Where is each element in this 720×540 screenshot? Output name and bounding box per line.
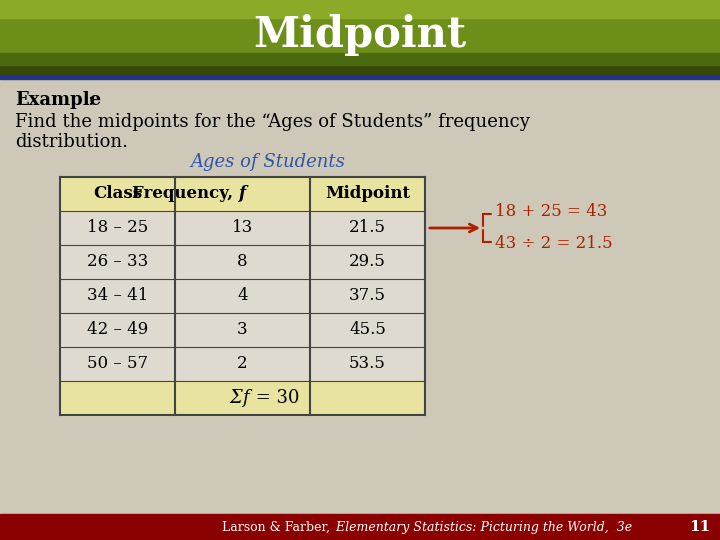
Text: distribution.: distribution. [15, 133, 128, 151]
Text: 11: 11 [689, 520, 711, 534]
Text: 29.5: 29.5 [349, 253, 386, 271]
Text: 3: 3 [237, 321, 248, 339]
Text: Class: Class [93, 186, 142, 202]
Bar [0, 0, 720, 18]
Text: Midpoint: Midpoint [253, 14, 467, 56]
Bar [0, 79, 720, 515]
Text: :: : [87, 91, 93, 109]
Text: Elementary Statistics: Picturing the World,  3e: Elementary Statistics: Picturing the Wor… [332, 521, 632, 534]
Text: 13: 13 [232, 219, 253, 237]
Text: = 30: = 30 [250, 389, 299, 407]
Bar [0, 53, 720, 65]
Text: 34 – 41: 34 – 41 [87, 287, 148, 305]
Bar [0, 514, 720, 540]
Text: Σ: Σ [230, 389, 243, 407]
Text: 43 ÷ 2 = 21.5: 43 ÷ 2 = 21.5 [495, 235, 613, 253]
Text: 45.5: 45.5 [349, 321, 386, 339]
Text: 37.5: 37.5 [349, 287, 386, 305]
Text: Ages of Students: Ages of Students [191, 153, 346, 171]
Text: 26 – 33: 26 – 33 [87, 253, 148, 271]
Bar [0, 65, 720, 75]
Text: 4: 4 [237, 287, 248, 305]
Text: f: f [243, 389, 249, 407]
Text: Midpoint: Midpoint [325, 186, 410, 202]
Text: 8: 8 [237, 253, 248, 271]
Text: 42 – 49: 42 – 49 [87, 321, 148, 339]
Bar [0, 75, 720, 79]
Text: 53.5: 53.5 [349, 355, 386, 373]
Bar [60, 381, 425, 415]
Text: 21.5: 21.5 [349, 219, 386, 237]
Bar [60, 177, 425, 415]
Text: Example: Example [15, 91, 101, 109]
Bar [60, 177, 425, 211]
Text: 2: 2 [237, 355, 248, 373]
Text: 18 – 25: 18 – 25 [87, 219, 148, 237]
Text: 50 – 57: 50 – 57 [87, 355, 148, 373]
Text: 18 + 25 = 43: 18 + 25 = 43 [495, 204, 608, 220]
Bar [0, 0, 720, 75]
Text: f: f [238, 186, 246, 202]
Text: Frequency,: Frequency, [132, 186, 238, 202]
Text: Larson & Farber,: Larson & Farber, [222, 521, 330, 534]
Text: Find the midpoints for the “Ages of Students” frequency: Find the midpoints for the “Ages of Stud… [15, 113, 530, 131]
